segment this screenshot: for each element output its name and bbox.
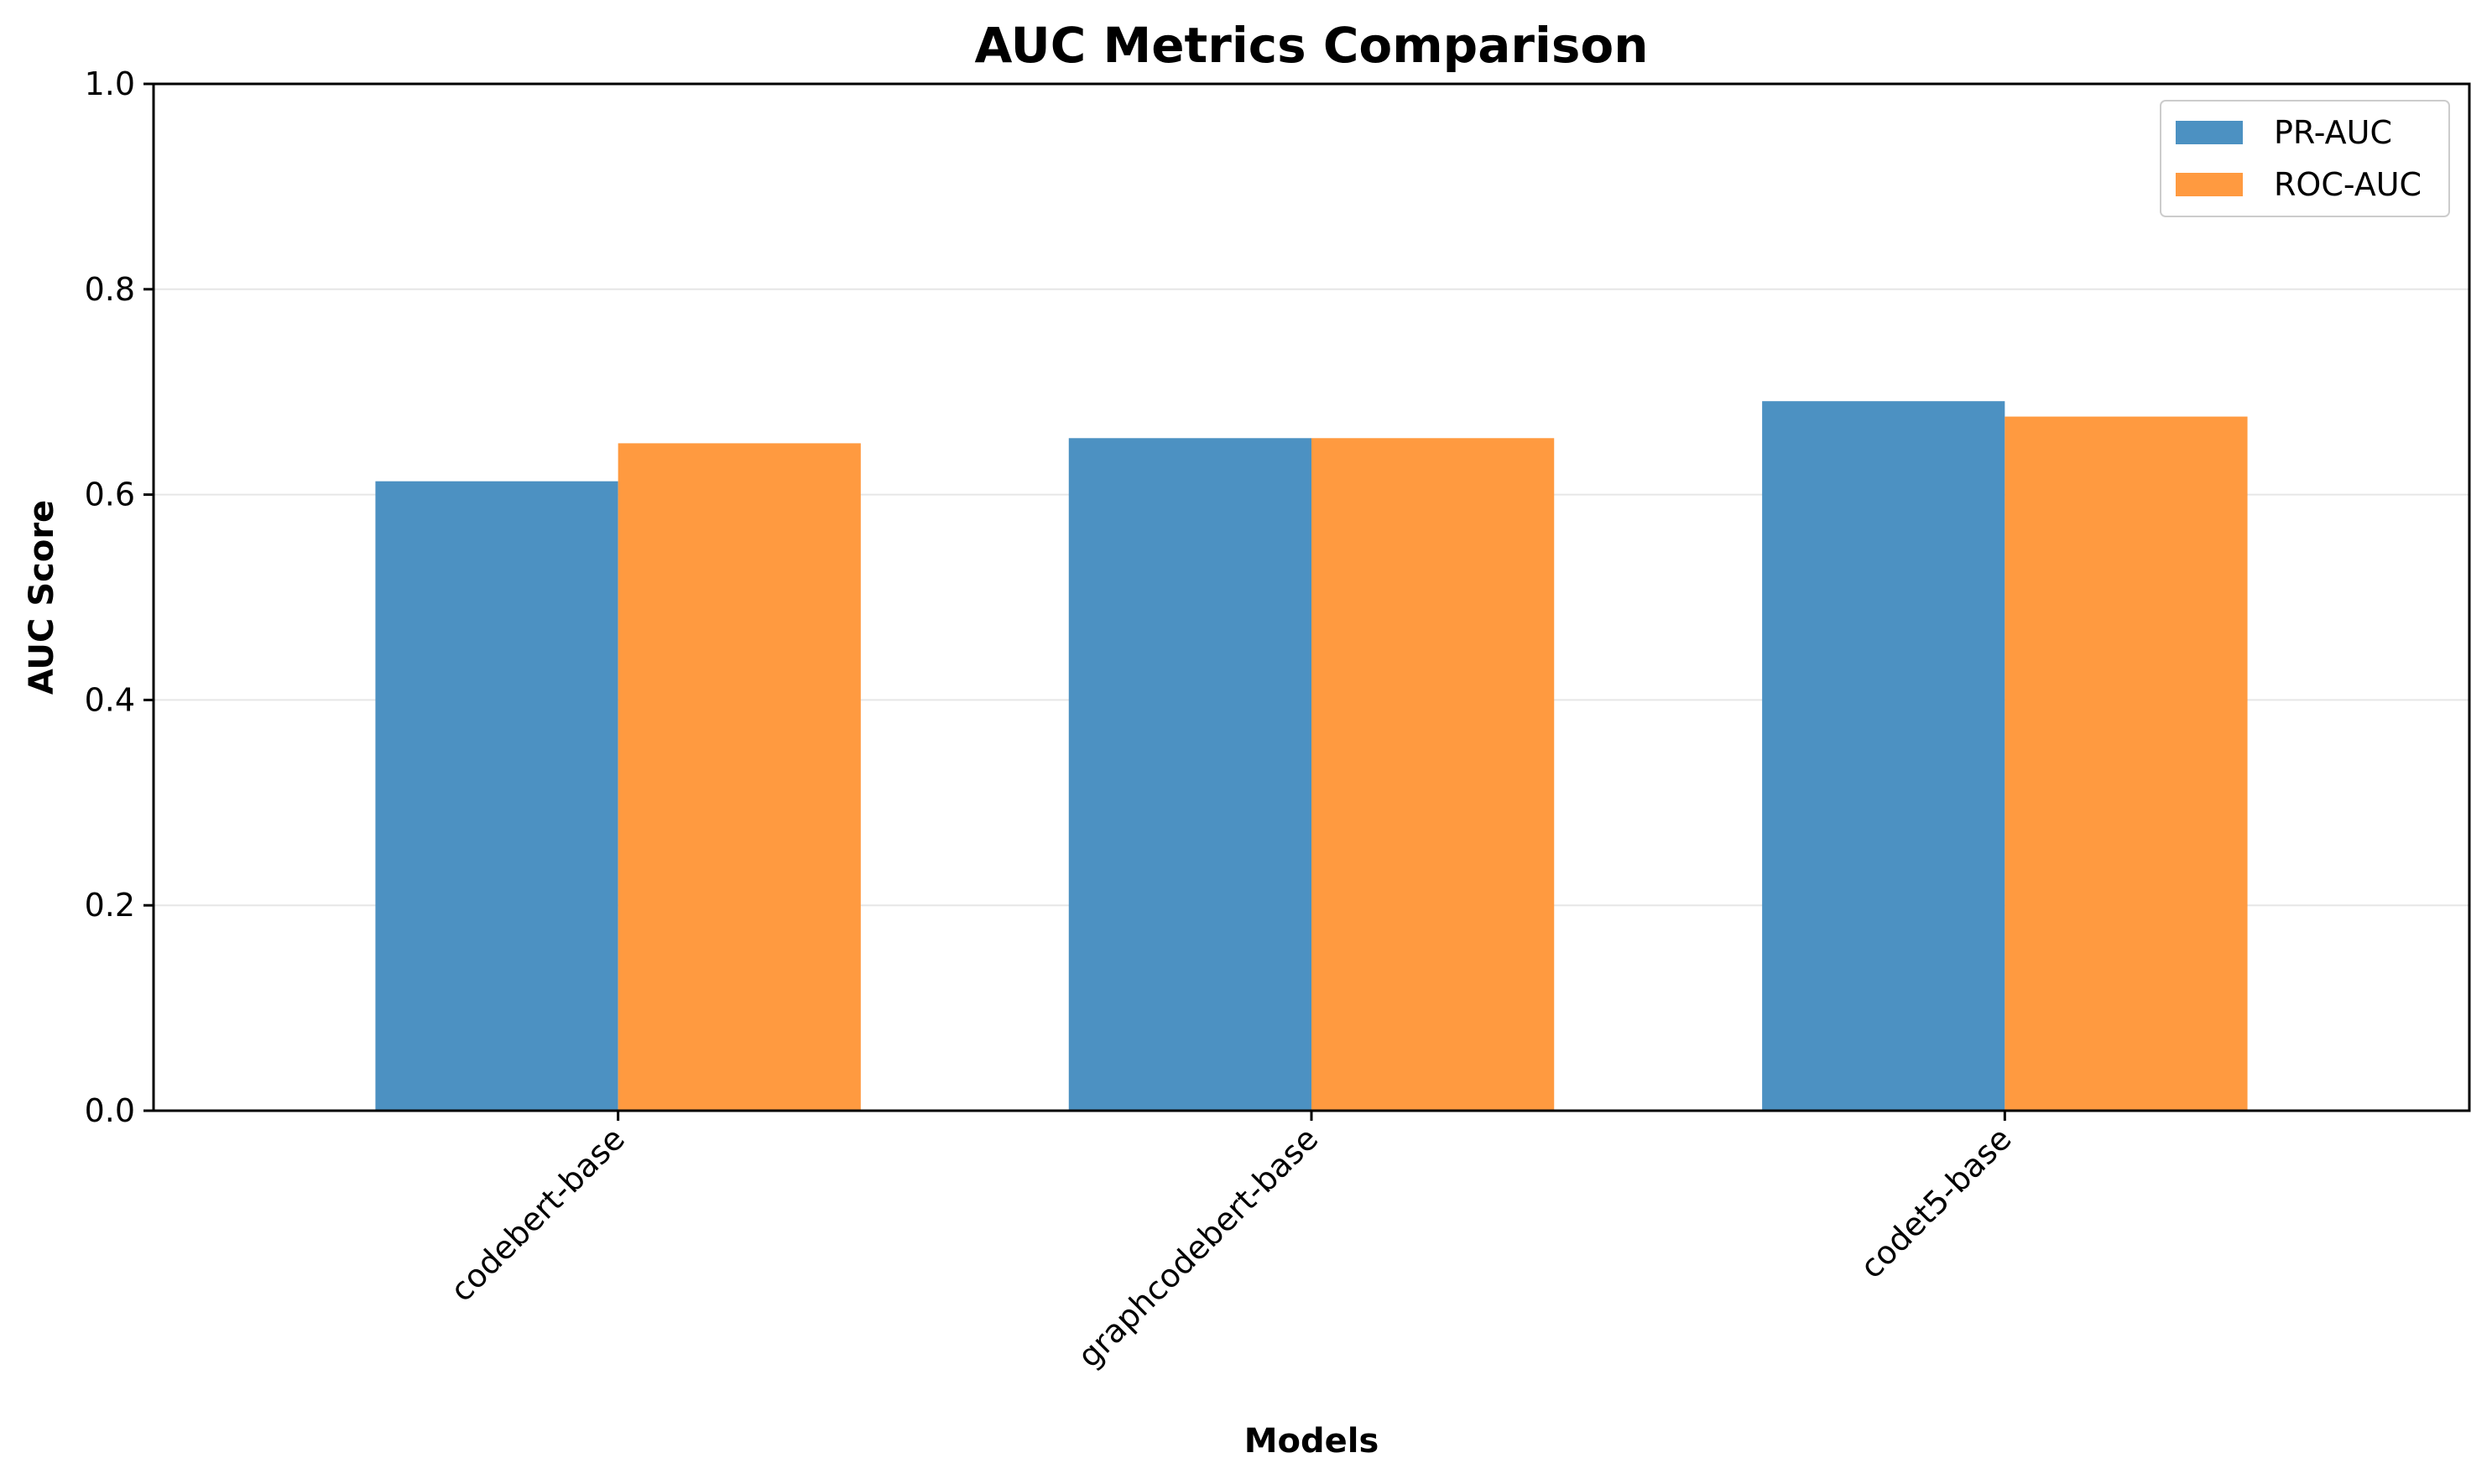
bar-pr-auc-codebert-base bbox=[375, 481, 618, 1111]
bar-pr-auc-codet5-base bbox=[1762, 401, 2005, 1111]
legend-label-pr-auc: PR-AUC bbox=[2274, 114, 2392, 151]
y-tick-label: 1.0 bbox=[85, 65, 135, 102]
y-tick-label: 0.6 bbox=[85, 476, 135, 513]
bar-roc-auc-codebert-base bbox=[618, 443, 861, 1111]
x-axis-label: Models bbox=[1244, 1422, 1379, 1461]
bar-pr-auc-graphcodebert-base bbox=[1068, 438, 1311, 1111]
y-tick-label: 0.2 bbox=[85, 887, 135, 924]
y-axis-label: AUC Score bbox=[23, 500, 61, 695]
legend-swatch-pr-auc bbox=[2176, 121, 2243, 144]
y-tick-label: 0.8 bbox=[85, 271, 135, 308]
y-tick-label: 0.0 bbox=[85, 1092, 135, 1129]
bars bbox=[375, 401, 2248, 1111]
bar-roc-auc-graphcodebert-base bbox=[1311, 438, 1555, 1111]
legend-label-roc-auc: ROC-AUC bbox=[2274, 166, 2422, 203]
y-axis: 0.0 0.2 0.4 0.6 0.8 1.0 bbox=[85, 65, 154, 1129]
chart-title: AUC Metrics Comparison bbox=[975, 17, 1649, 74]
bar-roc-auc-codet5-base bbox=[2005, 416, 2248, 1111]
legend: PR-AUC ROC-AUC bbox=[2160, 100, 2450, 217]
y-tick-label: 0.4 bbox=[85, 681, 135, 718]
legend-swatch-roc-auc bbox=[2176, 173, 2243, 196]
